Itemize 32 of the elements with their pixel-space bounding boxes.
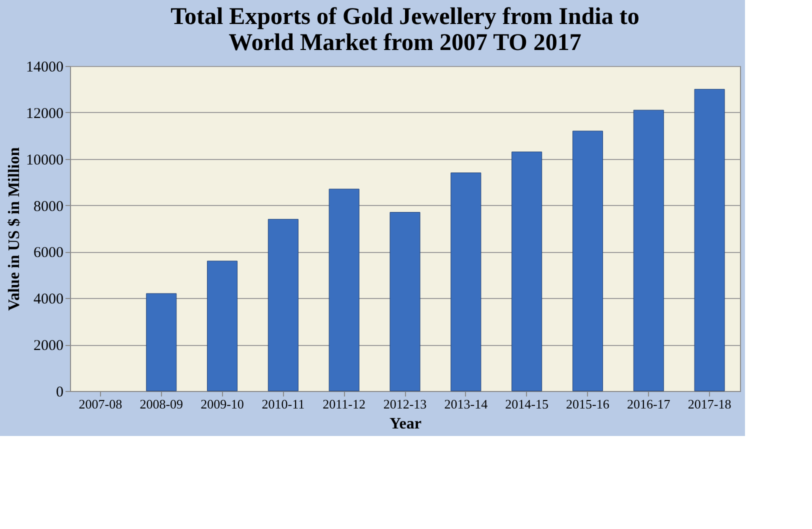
x-tick-label: 2015-16 — [566, 396, 610, 412]
y-tick-label: 12000 — [26, 106, 64, 122]
x-tick-label: 2014-15 — [505, 396, 548, 412]
y-tick-label: 8000 — [34, 198, 64, 215]
x-tick-label: 2016-17 — [626, 396, 671, 412]
x-tick-label: 2009-10 — [200, 396, 244, 412]
bar — [268, 218, 298, 392]
y-tick-label: 2000 — [34, 338, 64, 354]
bar — [390, 212, 420, 392]
x-tick-label: 2013-14 — [444, 396, 488, 412]
y-axis-title: Value in US $ in Million — [6, 147, 23, 311]
x-tick-label: 2010-11 — [262, 396, 305, 412]
bar — [328, 188, 360, 392]
bar — [207, 260, 238, 392]
bar — [572, 130, 603, 392]
x-tick-label: 2017-18 — [688, 396, 732, 412]
x-tick-label: 2008-09 — [140, 396, 184, 412]
bar — [512, 152, 542, 392]
bar — [694, 88, 725, 392]
y-tick-label: 0 — [56, 384, 64, 400]
y-tick-label: 10000 — [26, 152, 64, 168]
x-axis-title: Year — [390, 416, 422, 432]
bar — [633, 110, 664, 392]
x-tick-label: 2012-13 — [383, 396, 427, 412]
y-tick-label: 14000 — [26, 60, 64, 76]
x-tick-label: 2007-08 — [78, 396, 122, 412]
bar — [146, 293, 177, 392]
bar — [450, 172, 482, 392]
y-tick-label: 6000 — [34, 245, 64, 262]
y-tick-label: 4000 — [34, 292, 64, 308]
chart-title: Total Exports of Gold Jewellery from India to World Market from 2007 TO 2017 — [170, 4, 640, 56]
x-tick-label: 2011-12 — [322, 396, 366, 412]
